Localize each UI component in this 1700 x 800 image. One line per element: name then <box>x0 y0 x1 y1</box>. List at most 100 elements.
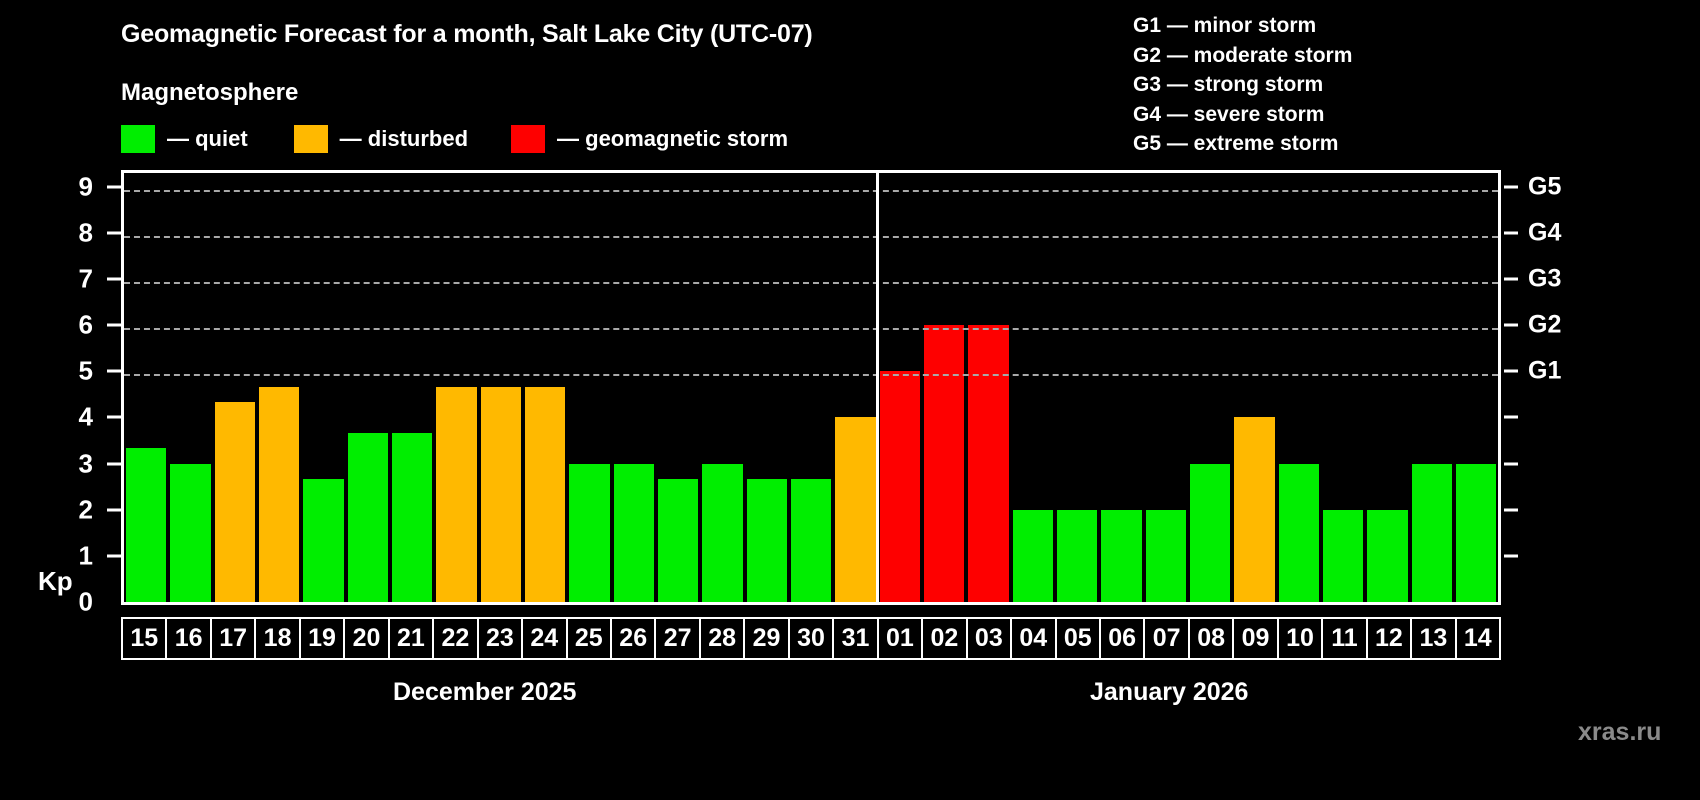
bar-22-disturbed[interactable] <box>436 386 477 602</box>
bar-cell <box>656 173 700 602</box>
y-tick-label-7: 7 <box>78 263 93 294</box>
bar-27-quiet[interactable] <box>657 478 699 602</box>
bar-cell <box>1410 173 1454 602</box>
date-label-23: 23 <box>476 617 524 660</box>
y-tick-label-8: 8 <box>78 217 93 248</box>
legend-label-quiet: — quiet <box>167 126 248 151</box>
bar-cell <box>966 173 1010 602</box>
month-label-december: December 2025 <box>393 678 577 706</box>
g-tick-label-g4: G4 <box>1528 218 1562 247</box>
bar-cell <box>346 173 390 602</box>
bar-cell <box>922 173 966 602</box>
date-label-06: 06 <box>1098 617 1146 660</box>
bar-08-quiet[interactable] <box>1189 463 1231 602</box>
bar-18-disturbed[interactable] <box>258 386 300 602</box>
bar-cell <box>1011 173 1055 602</box>
bar-06-quiet[interactable] <box>1101 509 1142 602</box>
y-tick-label-3: 3 <box>78 448 93 479</box>
g-tick-mark-g5 <box>1504 185 1518 189</box>
legend-item-storm: — geomagnetic storm <box>511 125 788 153</box>
magnetosphere-label: Magnetosphere <box>121 79 299 106</box>
date-label-01: 01 <box>876 617 924 660</box>
gridline-kp-6 <box>124 328 1498 331</box>
legend-label-disturbed: — disturbed <box>339 126 469 151</box>
y-tick-mark-9 <box>107 185 121 189</box>
bar-29-quiet[interactable] <box>746 478 787 602</box>
date-label-17: 17 <box>209 617 257 660</box>
bar-11-quiet[interactable] <box>1322 509 1364 602</box>
y-tick-mark-8 <box>107 231 121 235</box>
bar-cell <box>1365 173 1409 602</box>
y-tick-mark-4 <box>107 415 121 419</box>
bar-cell <box>168 173 212 602</box>
bar-26-quiet[interactable] <box>613 463 654 602</box>
plot-area <box>121 170 1501 605</box>
legend-label-storm: — geomagnetic storm <box>557 126 789 151</box>
date-label-07: 07 <box>1143 617 1190 660</box>
month-label-january: January 2026 <box>1090 678 1249 706</box>
date-label-08: 08 <box>1187 617 1235 660</box>
bar-01-storm[interactable] <box>879 371 920 602</box>
y-axis: Kp 0 1 2 3 4 5 6 7 8 9 <box>0 170 121 617</box>
bar-14-quiet[interactable] <box>1455 463 1497 602</box>
y-tick-mark-5 <box>107 369 121 373</box>
date-label-31: 31 <box>832 617 879 660</box>
bar-31-disturbed[interactable] <box>835 417 876 602</box>
bar-cell <box>434 173 478 602</box>
bar-04-quiet[interactable] <box>1012 509 1053 602</box>
date-label-18: 18 <box>254 617 301 660</box>
date-label-28: 28 <box>698 617 746 660</box>
g-axis-minor-tick-4 <box>1504 415 1518 419</box>
month-divider <box>875 173 879 602</box>
date-label-10: 10 <box>1276 617 1324 660</box>
g-scale-line-2: G2 — moderate storm <box>1133 43 1353 67</box>
y-axis-title: Kp <box>38 566 73 596</box>
bar-09-disturbed[interactable] <box>1234 417 1275 602</box>
legend-swatch-storm <box>511 125 546 153</box>
bar-25-quiet[interactable] <box>569 463 610 602</box>
date-label-24: 24 <box>521 617 568 660</box>
bar-16-quiet[interactable] <box>170 463 211 602</box>
g-axis-minor-tick-1 <box>1504 554 1518 558</box>
g-scale-legend: G1 — minor storm G2 — moderate storm G3 — … <box>1133 11 1352 159</box>
date-label-03: 03 <box>965 617 1013 660</box>
g-tick-mark-g3 <box>1504 277 1518 281</box>
g-scale-line-3: G3 — strong storm <box>1133 73 1324 96</box>
bar-cell <box>1277 173 1321 602</box>
bar-cell <box>1454 173 1498 602</box>
date-label-14: 14 <box>1454 617 1502 660</box>
g-tick-mark-g4 <box>1504 231 1518 235</box>
bar-12-quiet[interactable] <box>1367 509 1408 602</box>
bar-cell <box>1188 173 1232 602</box>
bar-cell <box>1232 173 1276 602</box>
bar-07-quiet[interactable] <box>1145 509 1186 602</box>
bar-17-disturbed[interactable] <box>214 402 255 602</box>
g-tick-label-g2: G2 <box>1528 310 1562 339</box>
date-label-02: 02 <box>921 617 968 660</box>
bar-05-quiet[interactable] <box>1056 509 1098 602</box>
bar-10-quiet[interactable] <box>1278 463 1319 602</box>
bar-cell <box>1099 173 1143 602</box>
bar-cell <box>390 173 434 602</box>
bar-03-storm[interactable] <box>968 325 1009 602</box>
bar-30-quiet[interactable] <box>790 478 832 602</box>
bar-02-storm[interactable] <box>923 325 965 602</box>
date-label-19: 19 <box>298 617 346 660</box>
bar-19-quiet[interactable] <box>303 478 344 602</box>
bar-24-disturbed[interactable] <box>524 386 566 602</box>
bar-21-quiet[interactable] <box>391 432 433 602</box>
bar-28-quiet[interactable] <box>702 463 743 602</box>
bar-20-quiet[interactable] <box>347 432 388 602</box>
bar-cell <box>213 173 257 602</box>
watermark: xras.ru <box>1578 718 1662 746</box>
legend-swatch-quiet <box>121 125 155 153</box>
y-tick-mark-7 <box>107 277 121 281</box>
date-label-11: 11 <box>1321 617 1368 660</box>
bar-15-quiet[interactable] <box>126 448 167 602</box>
date-label-13: 13 <box>1410 617 1457 660</box>
bar-cell <box>479 173 523 602</box>
date-label-15: 15 <box>121 617 168 660</box>
bar-23-disturbed[interactable] <box>480 386 521 602</box>
g-tick-label-g3: G3 <box>1528 264 1562 293</box>
bar-13-quiet[interactable] <box>1411 463 1452 602</box>
